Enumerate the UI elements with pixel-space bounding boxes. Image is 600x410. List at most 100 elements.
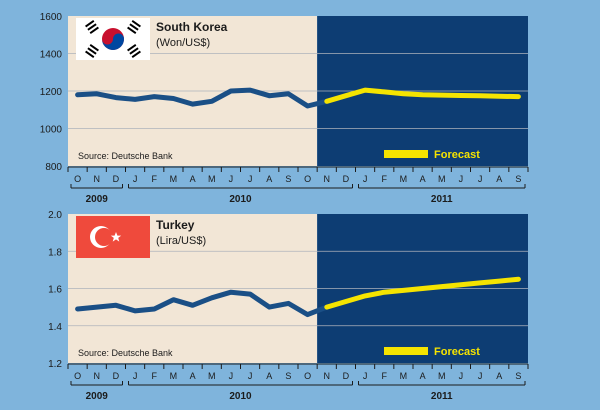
x-tick-label: J <box>248 174 253 184</box>
y-tick-label: 1.2 <box>48 359 62 370</box>
flag-bar <box>89 44 99 52</box>
x-tick-label: A <box>266 371 272 381</box>
x-tick-label: M <box>170 371 178 381</box>
year-bracket-2009: 2009 <box>70 381 123 402</box>
flag-trigram <box>85 20 99 34</box>
year-label: 2009 <box>86 194 109 205</box>
flag-bar <box>85 50 95 58</box>
y-tick-label: 1.6 <box>48 285 62 296</box>
x-tick-label: A <box>420 174 426 184</box>
year-label: 2010 <box>229 391 252 402</box>
y-tick-label: 1200 <box>40 87 63 98</box>
chart-subtitle: (Lira/US$) <box>156 235 206 247</box>
flag-bar <box>127 26 137 34</box>
x-tick-label: S <box>515 174 521 184</box>
y-tick-label: 1000 <box>40 125 63 136</box>
year-label: 2011 <box>431 194 453 205</box>
x-tick-label: S <box>285 174 291 184</box>
year-bracket-2009: 2009 <box>70 184 123 205</box>
x-tick-label: D <box>113 371 120 381</box>
x-tick-label: M <box>438 174 446 184</box>
x-tick-label: A <box>420 371 426 381</box>
legend-label: Forecast <box>434 346 480 358</box>
x-tick-label: M <box>208 174 216 184</box>
x-tick-label: A <box>190 174 196 184</box>
y-tick-label: 2.0 <box>48 210 62 221</box>
x-tick-label: O <box>304 174 311 184</box>
year-bracket-2011: 2011 <box>358 184 526 205</box>
x-tick-label: J <box>229 371 234 381</box>
south-korea-flag-icon <box>76 18 150 60</box>
x-tick-label: J <box>363 371 368 381</box>
flag-trigram <box>127 20 141 34</box>
legend-swatch <box>384 150 428 158</box>
chart-panel-2: 1.2 1.4 1.6 1.8 2.0 Turkey (Lira/US$) Source: D… <box>48 210 529 402</box>
history-series-line <box>75 87 330 109</box>
y-tick-label: 1600 <box>40 12 63 23</box>
flag-bar <box>131 20 141 28</box>
year-label: 2011 <box>431 391 453 402</box>
x-tick-label: A <box>496 371 502 381</box>
chart-title: Turkey <box>156 218 195 232</box>
x-tick-label: F <box>382 174 388 184</box>
x-tick-label: M <box>400 174 408 184</box>
forecast-series-line <box>324 276 521 310</box>
x-tick-label: D <box>343 174 350 184</box>
source-note: Source: Deutsche Bank <box>78 151 173 161</box>
x-tick-label: N <box>324 174 331 184</box>
flag-bar <box>87 23 97 31</box>
y-tick-label: 1.4 <box>48 322 62 333</box>
year-bracket-2011: 2011 <box>358 381 526 402</box>
x-tick-label: J <box>459 174 464 184</box>
x-tick-label: A <box>190 371 196 381</box>
x-tick-label: F <box>382 371 388 381</box>
x-tick-label: J <box>459 371 464 381</box>
x-tick-label: J <box>229 174 234 184</box>
history-series-line <box>75 289 330 318</box>
chart-subtitle: (Won/US$) <box>156 37 210 49</box>
x-tick-label: S <box>515 371 521 381</box>
source-note: Source: Deutsche Bank <box>78 348 173 358</box>
x-tick-label: O <box>74 174 81 184</box>
x-tick-label: A <box>496 174 502 184</box>
flag-trigram <box>85 44 99 58</box>
x-tick-label: D <box>343 371 350 381</box>
flag-bar <box>129 23 139 31</box>
flag-bar <box>129 47 139 55</box>
x-tick-label: D <box>113 174 120 184</box>
x-tick-label: J <box>248 371 253 381</box>
x-tick-label: A <box>266 174 272 184</box>
x-tick-label: N <box>324 371 331 381</box>
flag-taegeuk-blue <box>102 33 125 50</box>
flag-star <box>110 232 122 242</box>
flag-bar <box>89 26 99 34</box>
x-tick-label: O <box>304 371 311 381</box>
y-tick-label: 1.8 <box>48 247 62 258</box>
x-tick-label: J <box>133 174 138 184</box>
x-tick-label: S <box>285 371 291 381</box>
flag-trigram <box>127 44 141 58</box>
x-tick-label: J <box>133 371 138 381</box>
flag-bar <box>127 44 137 52</box>
chart-panel-1: 800 1000 1200 1400 1600 South Korea (Won/US$) S… <box>40 12 529 205</box>
year-label: 2010 <box>229 194 252 205</box>
x-tick-label: N <box>94 371 101 381</box>
flag-bar <box>131 50 141 58</box>
x-tick-label: N <box>94 174 101 184</box>
x-tick-label: J <box>478 371 483 381</box>
x-tick-label: M <box>170 174 178 184</box>
legend-label: Forecast <box>434 149 480 161</box>
x-tick-label: F <box>152 371 158 381</box>
y-tick-label: 800 <box>45 162 62 173</box>
chart-title: South Korea <box>156 20 228 34</box>
turkey-flag-icon <box>76 216 150 258</box>
forecast-series-line <box>324 87 521 104</box>
x-tick-label: J <box>478 174 483 184</box>
flag-crescent-inner <box>95 228 113 246</box>
flag-bar <box>87 47 97 55</box>
year-bracket-2010: 2010 <box>128 381 353 402</box>
year-label: 2009 <box>86 391 109 402</box>
x-tick-label: M <box>438 371 446 381</box>
x-tick-label: M <box>400 371 408 381</box>
